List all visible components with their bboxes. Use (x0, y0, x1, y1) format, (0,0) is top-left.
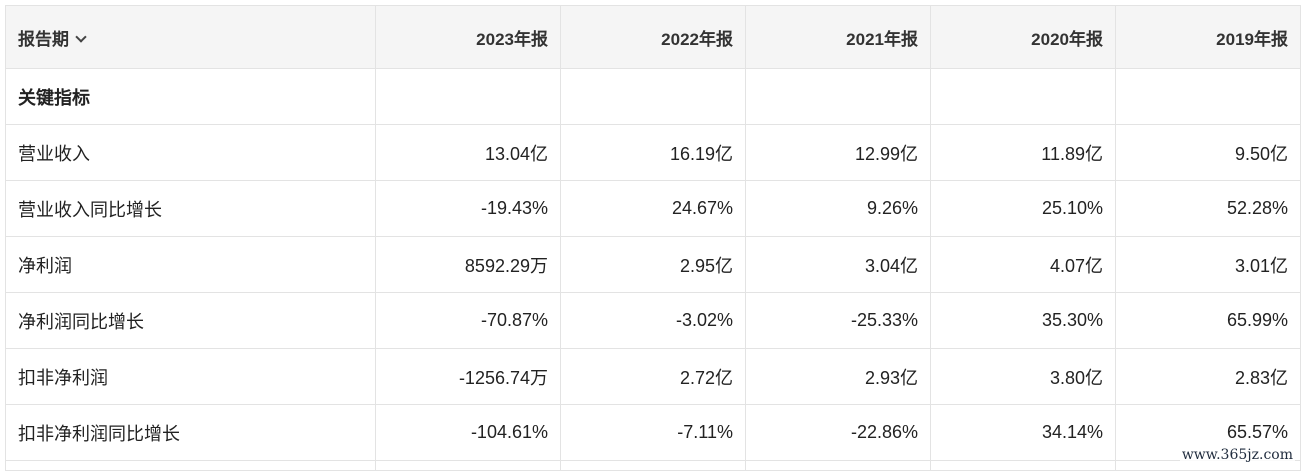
value-cell: 35.30% (930, 292, 1116, 349)
financial-table-container: 报告期 2023年报 2022年报 2021年报 2020年报 2019年报 关… (5, 5, 1301, 471)
value-cell: -3.02% (560, 292, 746, 349)
value-cell: -25.33% (745, 292, 931, 349)
row-label: 营业收入同比增长 (5, 180, 376, 237)
table-row: 扣非净利润 -1256.74万 2.72亿 2.93亿 3.80亿 2.83亿 (5, 348, 1301, 405)
value-cell: 2.93亿 (745, 348, 931, 405)
value-cell: 3.01亿 (1115, 236, 1301, 293)
value-cell: 52.28% (1115, 180, 1301, 237)
value-cell: -1256.74万 (375, 348, 561, 405)
table-row: 净利润 8592.29万 2.95亿 3.04亿 4.07亿 3.01亿 (5, 236, 1301, 293)
period-label: 报告期 (18, 29, 69, 49)
empty-cell (930, 460, 1116, 471)
empty-cell (1115, 68, 1301, 125)
section-row-key-indicators: 关键指标 (5, 68, 1301, 125)
value-cell: 13.04亿 (375, 124, 561, 181)
header-row: 报告期 2023年报 2022年报 2021年报 2020年报 2019年报 (5, 5, 1301, 69)
table-row-partial (5, 460, 1301, 471)
row-label: 净利润 (5, 236, 376, 293)
chevron-down-icon (75, 30, 87, 43)
empty-cell (560, 68, 746, 125)
empty-cell (375, 68, 561, 125)
empty-cell (745, 460, 931, 471)
value-cell: 65.99% (1115, 292, 1301, 349)
site-watermark: www.365jz.com (1179, 447, 1295, 463)
value-cell: 24.67% (560, 180, 746, 237)
value-cell: 16.19亿 (560, 124, 746, 181)
value-cell: 2.95亿 (560, 236, 746, 293)
value-cell: 2.83亿 (1115, 348, 1301, 405)
value-cell: 2.72亿 (560, 348, 746, 405)
table-row: 营业收入 13.04亿 16.19亿 12.99亿 11.89亿 9.50亿 (5, 124, 1301, 181)
table-row: 扣非净利润同比增长 -104.61% -7.11% -22.86% 34.14%… (5, 404, 1301, 461)
value-cell: 8592.29万 (375, 236, 561, 293)
empty-cell (930, 68, 1116, 125)
value-cell: -19.43% (375, 180, 561, 237)
year-header: 2021年报 (745, 5, 931, 69)
value-cell: -70.87% (375, 292, 561, 349)
value-cell: 9.50亿 (1115, 124, 1301, 181)
value-cell: 3.80亿 (930, 348, 1116, 405)
value-cell: 25.10% (930, 180, 1116, 237)
financial-indicators-table: 报告期 2023年报 2022年报 2021年报 2020年报 2019年报 关… (5, 5, 1301, 471)
period-selector[interactable]: 报告期 (5, 5, 376, 69)
year-header: 2020年报 (930, 5, 1116, 69)
table-row: 营业收入同比增长 -19.43% 24.67% 9.26% 25.10% 52.… (5, 180, 1301, 237)
row-label: 扣非净利润 (5, 348, 376, 405)
value-cell: -104.61% (375, 404, 561, 461)
value-cell: -7.11% (560, 404, 746, 461)
value-cell: 4.07亿 (930, 236, 1116, 293)
row-label: 扣非净利润同比增长 (5, 404, 376, 461)
value-cell: 3.04亿 (745, 236, 931, 293)
value-cell: 12.99亿 (745, 124, 931, 181)
table-row: 净利润同比增长 -70.87% -3.02% -25.33% 35.30% 65… (5, 292, 1301, 349)
empty-cell (745, 68, 931, 125)
empty-cell (560, 460, 746, 471)
empty-cell (5, 460, 376, 471)
year-header: 2019年报 (1115, 5, 1301, 69)
value-cell: 9.26% (745, 180, 931, 237)
year-header: 2022年报 (560, 5, 746, 69)
value-cell: 11.89亿 (930, 124, 1116, 181)
empty-cell (375, 460, 561, 471)
row-label: 净利润同比增长 (5, 292, 376, 349)
value-cell: -22.86% (745, 404, 931, 461)
year-header: 2023年报 (375, 5, 561, 69)
row-label: 营业收入 (5, 124, 376, 181)
value-cell: 34.14% (930, 404, 1116, 461)
section-label: 关键指标 (5, 68, 376, 125)
